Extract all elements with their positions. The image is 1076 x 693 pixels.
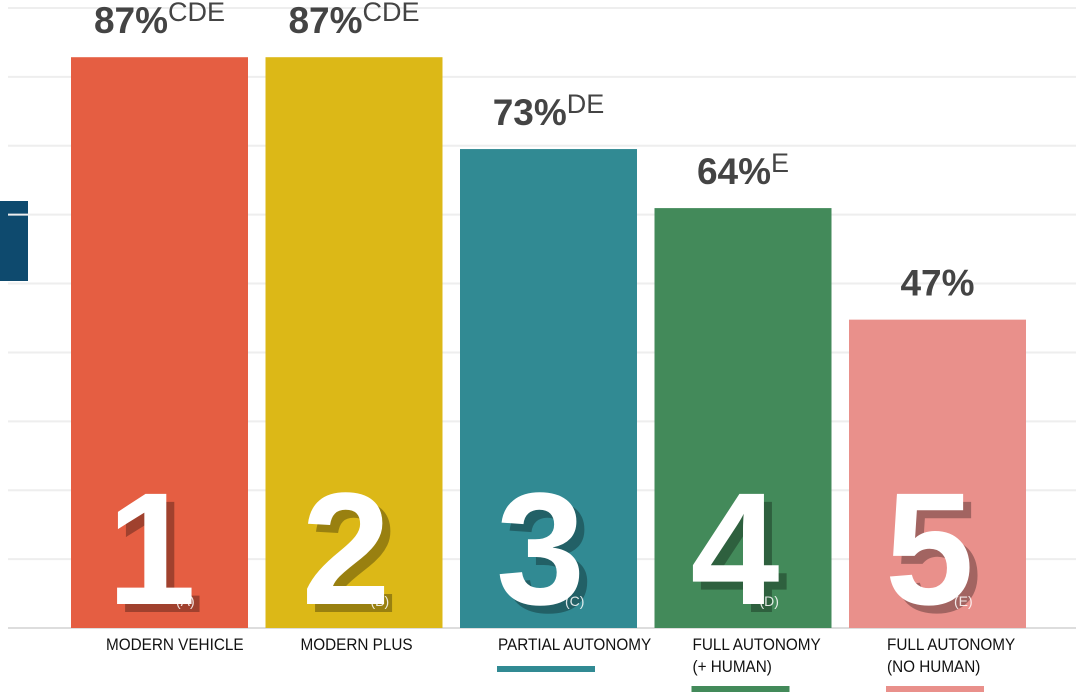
category-underline: [497, 666, 595, 672]
category-underline: [691, 686, 790, 692]
value-superscript: DE: [567, 89, 605, 119]
bar-number-shadow: 4: [699, 467, 788, 646]
bar: [265, 57, 443, 628]
bar-number-shadow: 5: [893, 467, 982, 646]
bar-number: 1: [107, 459, 196, 638]
bar-number: 3: [496, 459, 585, 638]
x-tick-label: MODERN VEHICLE: [106, 635, 244, 654]
bar-letter: (E): [954, 593, 973, 609]
value-superscript: CDE: [363, 0, 420, 27]
x-tick-label: FULL AUTONOMY: [693, 635, 821, 654]
x-tick-label: FULL AUTONOMY: [887, 635, 1015, 654]
value-label: 64%E: [697, 148, 789, 192]
bar-letter: (A): [176, 593, 195, 609]
bar: [460, 149, 637, 628]
value-label: 87%CDE: [288, 0, 419, 41]
bar-number: 5: [885, 459, 974, 638]
x-tick-label: MODERN PLUS: [301, 635, 413, 654]
bar-letter: (C): [565, 593, 584, 609]
bar-number-shadow: 1: [115, 467, 204, 646]
bar: [849, 319, 1026, 628]
bar-number-shadow: 2: [310, 467, 399, 646]
value-label: 47%: [900, 263, 974, 304]
bar-number-shadow: 3: [504, 467, 593, 646]
side-tab: [0, 201, 28, 281]
value-label: 87%CDE: [94, 0, 225, 41]
value-text: 73%: [493, 92, 567, 133]
category-underline: [886, 686, 984, 692]
x-tick-label: (NO HUMAN): [887, 657, 980, 676]
value-text: 64%: [697, 151, 771, 192]
value-text: 87%: [288, 0, 362, 41]
bar-number: 2: [302, 459, 391, 638]
bar-letter: (D): [760, 593, 779, 609]
bar-letter: (B): [371, 593, 390, 609]
value-text: 47%: [900, 263, 974, 304]
x-tick-label: PARTIAL AUTONOMY: [498, 635, 651, 654]
value-text: 87%: [94, 0, 168, 41]
value-label: 73%DE: [493, 89, 605, 133]
value-superscript: E: [771, 148, 789, 178]
x-tick-label: (+ HUMAN): [693, 657, 772, 676]
bar: [71, 57, 248, 628]
value-superscript: CDE: [168, 0, 225, 27]
bar: [654, 208, 832, 628]
bar-number: 4: [691, 459, 780, 638]
